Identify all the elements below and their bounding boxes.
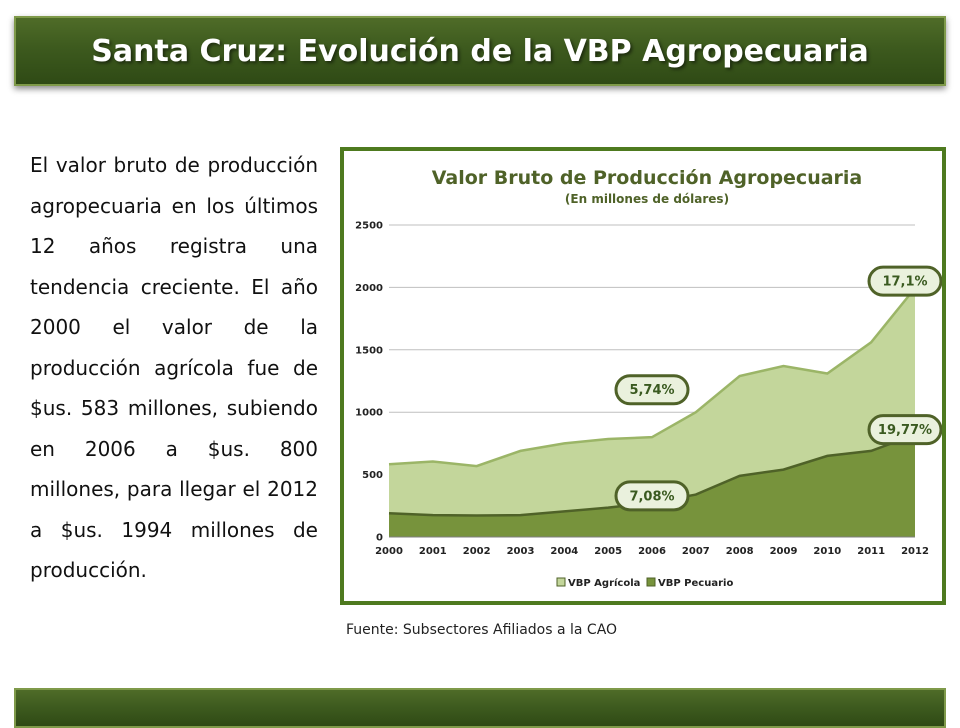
legend-label: VBP Pecuario: [658, 578, 733, 589]
chart-frame: Valor Bruto de Producción Agropecuaria (…: [340, 147, 946, 605]
page-title: Santa Cruz: Evolución de la VBP Agropecu…: [91, 33, 869, 69]
x-tick-label: 2007: [682, 546, 710, 557]
callout-pill: [867, 265, 942, 297]
x-tick-label: 2012: [901, 546, 929, 557]
y-tick-label: 500: [362, 470, 383, 481]
chart-callouts: 5,74% 7,08% 17,1% 19,77%: [614, 265, 942, 512]
source-note: Fuente: Subsectores Afiliados a la CAO: [346, 622, 618, 638]
x-tick-label: 2004: [550, 546, 578, 557]
footer-bar: [14, 688, 946, 728]
y-tick-label: 2000: [355, 283, 383, 294]
chart-legend: VBP Agrícola VBP Pecuario: [556, 577, 733, 589]
x-tick-label: 2002: [463, 546, 491, 557]
vbp-area-chart: Valor Bruto de Producción Agropecuaria (…: [355, 167, 942, 589]
series-area: [389, 434, 915, 537]
x-tick-label: 2008: [726, 546, 754, 557]
callout-label: 19,77%: [878, 423, 932, 438]
body-paragraph: El valor bruto de producción agropecuari…: [30, 153, 318, 582]
callout-pill: [867, 414, 942, 446]
x-tick-label: 2005: [594, 546, 622, 557]
legend-swatch: [556, 577, 566, 587]
callout-pill: [614, 480, 690, 512]
callout-label: 5,74%: [629, 383, 674, 398]
y-axis: 0 500 1000 1500 2000 2500: [355, 221, 383, 544]
x-axis: 2000 2001 2002 2003 2004 2005 2006 2007 2008 2009…: [375, 546, 929, 557]
callout-label: 17,1%: [882, 275, 927, 290]
legend-swatch: [646, 577, 656, 587]
series-line: [388, 287, 916, 468]
callout-pill: [614, 374, 690, 406]
y-tick-label: 0: [376, 533, 383, 544]
x-tick-label: 2001: [419, 546, 447, 557]
x-tick-label: 2000: [375, 546, 403, 557]
x-tick-label: 2009: [770, 546, 798, 557]
x-tick-label: 2011: [857, 546, 885, 557]
legend-label: VBP Agrícola: [568, 577, 640, 589]
x-tick-label: 2010: [813, 546, 841, 557]
y-tick-label: 1000: [355, 408, 383, 419]
x-tick-label: 2006: [638, 546, 666, 557]
y-tick-label: 2500: [355, 221, 383, 232]
title-bar: Santa Cruz: Evolución de la VBP Agropecu…: [14, 16, 946, 86]
y-tick-label: 1500: [355, 345, 383, 356]
chart-title: Valor Bruto de Producción Agropecuaria: [432, 167, 863, 189]
chart-subtitle: (En millones de dólares): [565, 192, 729, 206]
callout-label: 7,08%: [629, 489, 674, 504]
x-tick-label: 2003: [507, 546, 535, 557]
